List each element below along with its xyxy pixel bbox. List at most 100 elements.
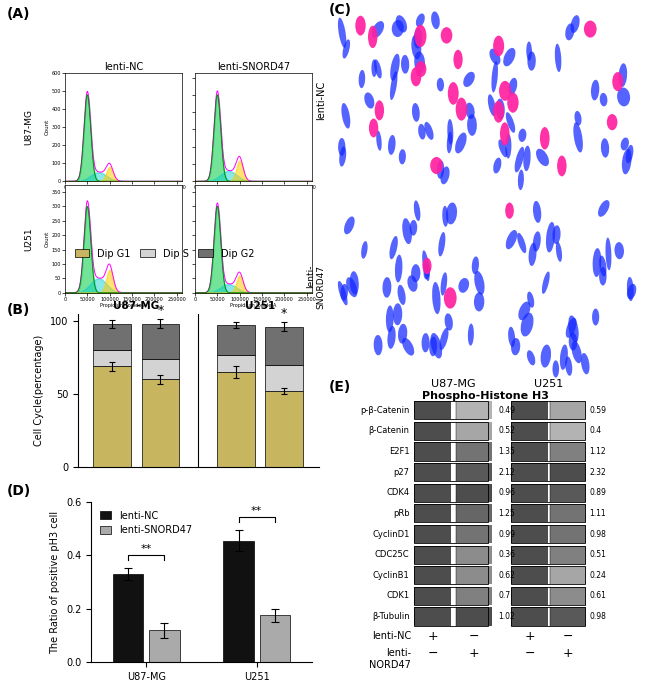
Ellipse shape bbox=[339, 146, 346, 167]
Ellipse shape bbox=[593, 248, 601, 277]
Bar bbox=[550, 546, 586, 564]
Ellipse shape bbox=[350, 271, 359, 295]
Bar bbox=[414, 525, 488, 543]
Ellipse shape bbox=[422, 250, 430, 281]
Title: lenti-NC: lenti-NC bbox=[104, 63, 143, 72]
Ellipse shape bbox=[374, 100, 384, 121]
Bar bbox=[414, 546, 488, 564]
Ellipse shape bbox=[448, 82, 459, 105]
Ellipse shape bbox=[382, 277, 391, 298]
Bar bbox=[265, 391, 303, 467]
Ellipse shape bbox=[402, 218, 412, 244]
Ellipse shape bbox=[341, 284, 348, 300]
Ellipse shape bbox=[527, 351, 535, 365]
Bar bbox=[414, 525, 451, 543]
Bar bbox=[456, 587, 492, 605]
Ellipse shape bbox=[411, 67, 421, 86]
Bar bbox=[550, 587, 586, 605]
Text: (D): (D) bbox=[6, 484, 31, 498]
Ellipse shape bbox=[612, 72, 623, 91]
Ellipse shape bbox=[463, 72, 474, 87]
Ellipse shape bbox=[518, 169, 524, 190]
Text: 0.62: 0.62 bbox=[499, 571, 515, 580]
Ellipse shape bbox=[344, 217, 355, 234]
Ellipse shape bbox=[565, 356, 572, 376]
Ellipse shape bbox=[399, 149, 406, 164]
Bar bbox=[550, 401, 586, 420]
Bar bbox=[512, 525, 584, 543]
Bar bbox=[456, 443, 492, 461]
Ellipse shape bbox=[506, 230, 517, 250]
Text: U87-MG: U87-MG bbox=[25, 109, 34, 145]
Bar bbox=[512, 484, 548, 502]
Bar bbox=[265, 365, 303, 391]
Text: CDK1: CDK1 bbox=[386, 592, 410, 600]
Ellipse shape bbox=[557, 155, 567, 176]
Text: 0.98: 0.98 bbox=[590, 612, 606, 621]
Ellipse shape bbox=[503, 48, 515, 66]
Text: p27: p27 bbox=[393, 468, 410, 477]
Text: lenti-: lenti- bbox=[386, 648, 411, 658]
Bar bbox=[512, 463, 584, 481]
Text: 0.51: 0.51 bbox=[590, 550, 606, 559]
Ellipse shape bbox=[424, 263, 430, 279]
Ellipse shape bbox=[430, 333, 442, 358]
Bar bbox=[414, 484, 451, 502]
Bar bbox=[217, 372, 255, 467]
Ellipse shape bbox=[390, 54, 400, 81]
Bar bbox=[414, 443, 451, 461]
Bar bbox=[414, 505, 488, 523]
Bar bbox=[512, 546, 584, 564]
Bar bbox=[512, 587, 548, 605]
Ellipse shape bbox=[474, 271, 484, 295]
Bar bbox=[512, 546, 548, 564]
Text: −: − bbox=[525, 647, 535, 659]
Bar bbox=[112, 574, 144, 662]
Text: CDK4: CDK4 bbox=[386, 489, 410, 497]
Ellipse shape bbox=[617, 88, 630, 107]
Text: −: − bbox=[469, 629, 479, 643]
Ellipse shape bbox=[499, 81, 511, 101]
Bar bbox=[512, 525, 548, 543]
Ellipse shape bbox=[338, 138, 345, 156]
Bar bbox=[512, 422, 548, 440]
Ellipse shape bbox=[491, 61, 498, 93]
Ellipse shape bbox=[413, 28, 423, 49]
Text: 1.11: 1.11 bbox=[590, 509, 606, 518]
Ellipse shape bbox=[555, 44, 562, 72]
Bar bbox=[94, 366, 131, 467]
Ellipse shape bbox=[467, 114, 477, 136]
Ellipse shape bbox=[621, 137, 629, 151]
Bar bbox=[456, 484, 492, 502]
Text: pRb: pRb bbox=[393, 509, 410, 518]
Ellipse shape bbox=[533, 201, 541, 223]
Bar bbox=[550, 505, 586, 523]
Bar bbox=[414, 608, 488, 626]
Bar bbox=[512, 422, 584, 440]
Ellipse shape bbox=[508, 327, 515, 347]
Ellipse shape bbox=[418, 124, 426, 139]
Bar bbox=[414, 587, 451, 605]
Ellipse shape bbox=[622, 148, 632, 174]
Ellipse shape bbox=[410, 220, 417, 236]
Bar bbox=[265, 327, 303, 365]
Ellipse shape bbox=[422, 258, 432, 274]
Bar bbox=[550, 484, 586, 502]
Ellipse shape bbox=[552, 225, 560, 244]
Text: 1.02: 1.02 bbox=[499, 612, 515, 621]
Ellipse shape bbox=[599, 267, 606, 286]
Title: lenti-SNORD47: lenti-SNORD47 bbox=[217, 63, 290, 72]
Text: +: + bbox=[525, 629, 535, 643]
Ellipse shape bbox=[506, 112, 515, 133]
Ellipse shape bbox=[395, 254, 402, 282]
Y-axis label: Count: Count bbox=[45, 231, 50, 247]
Text: U251: U251 bbox=[534, 379, 564, 390]
Text: 0.4: 0.4 bbox=[590, 427, 601, 436]
Ellipse shape bbox=[626, 145, 633, 163]
Ellipse shape bbox=[456, 98, 467, 121]
Ellipse shape bbox=[508, 78, 517, 95]
Bar bbox=[456, 401, 492, 420]
Text: 0.96: 0.96 bbox=[499, 489, 515, 497]
Ellipse shape bbox=[442, 206, 448, 227]
Ellipse shape bbox=[592, 309, 599, 325]
